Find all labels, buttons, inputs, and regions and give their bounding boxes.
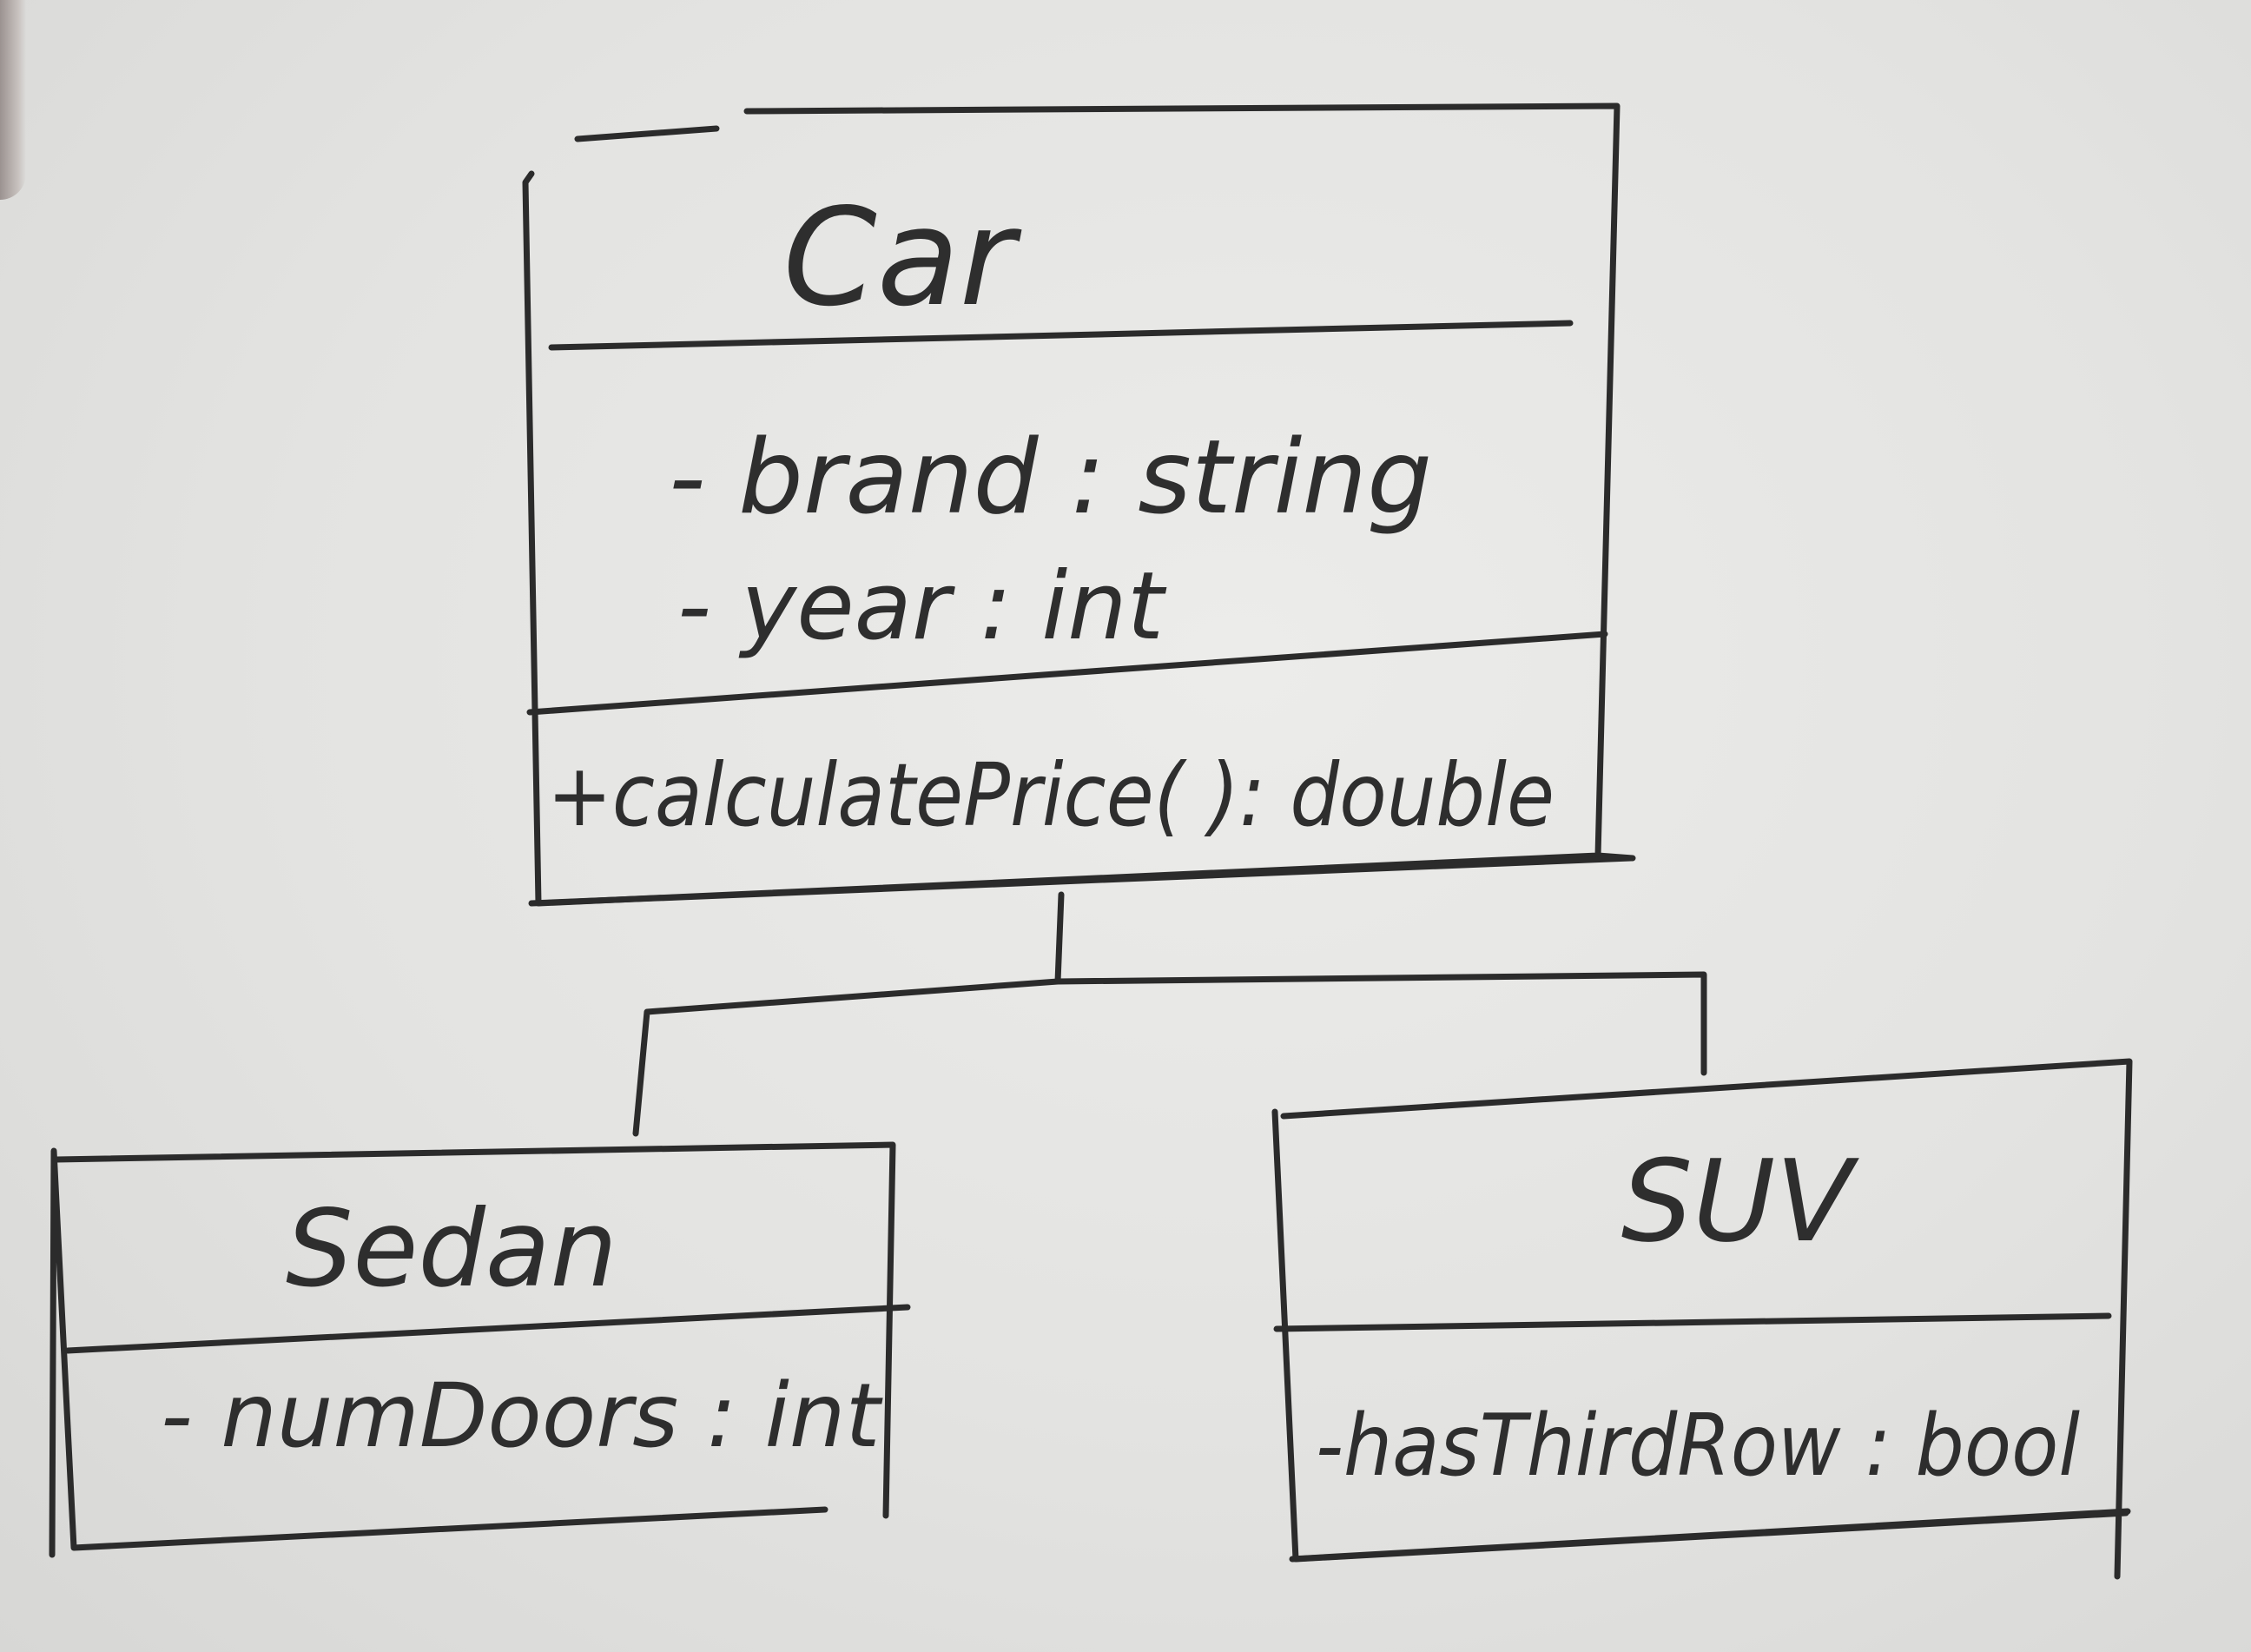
suv-name-divider — [1273, 1312, 2112, 1332]
car-class-box: Car - brand : string - year : int +calcu… — [522, 102, 1636, 907]
sedan-box-outline — [49, 1141, 896, 1558]
inheritance-connector-sedan — [632, 891, 1065, 1137]
car-class-name: Car — [783, 179, 1022, 336]
paper-edge-shadow — [0, 0, 26, 200]
suv-class-name: SUV — [1621, 1135, 1860, 1267]
suv-attribute-has-third-row: -hasThirdRow : bool — [1316, 1397, 2080, 1496]
suv-bottom-line — [1289, 1508, 2131, 1563]
car-method-calculate-price: +calculatePrice( ): double — [547, 744, 1555, 846]
sedan-name-divider — [64, 1304, 911, 1354]
car-name-divider — [548, 320, 1574, 351]
car-box-outline — [522, 102, 1636, 907]
car-attr-method-divider — [526, 631, 1608, 716]
car-attribute-brand: - brand : string — [669, 417, 1432, 537]
suv-class-box: SUV -hasThirdRow : bool — [1271, 1058, 2133, 1580]
inheritance-connector-suv — [1054, 971, 1707, 1076]
sedan-class-box: Sedan - numDoors : int — [49, 1141, 911, 1558]
car-bottom-line — [528, 855, 1634, 907]
sedan-attribute-num-doors: - numDoors : int — [161, 1365, 884, 1468]
car-attribute-year: - year : int — [677, 552, 1167, 661]
sedan-class-name: Sedan — [286, 1187, 617, 1311]
